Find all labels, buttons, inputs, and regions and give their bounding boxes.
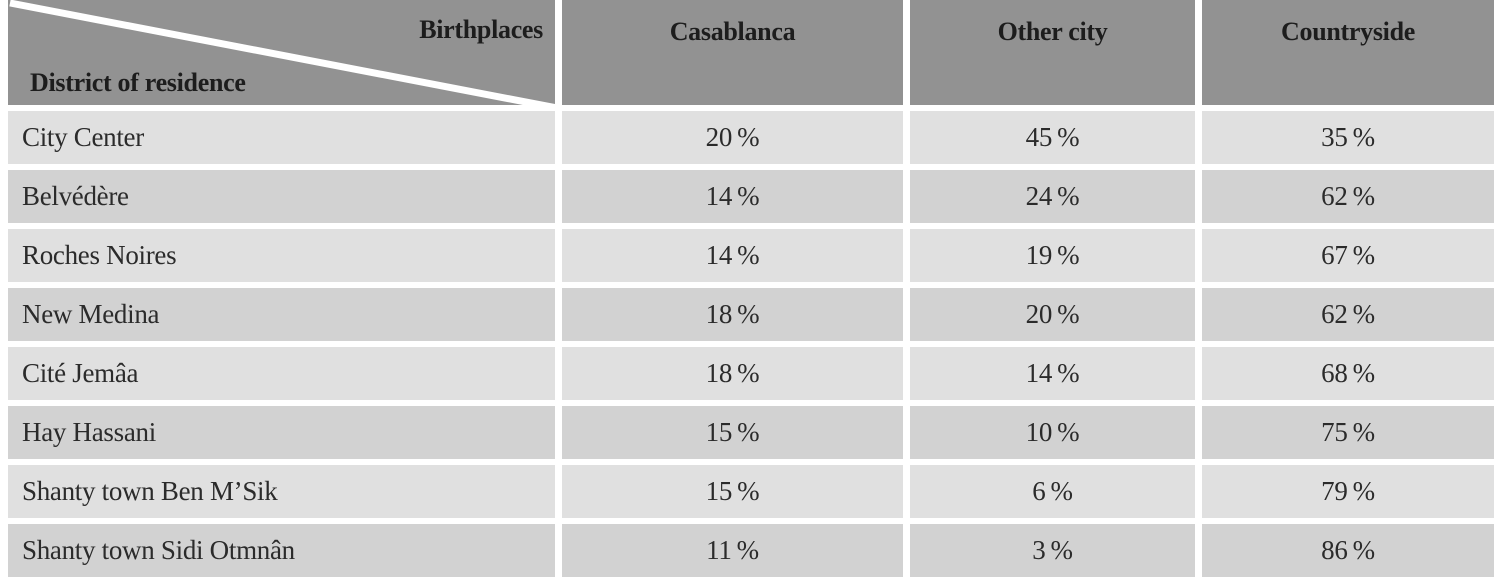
- value-cell-other-city: 14 %: [910, 347, 1195, 400]
- value-cell-countryside: 62 %: [1202, 170, 1494, 223]
- value-cell-casablanca: 20 %: [562, 111, 903, 164]
- value-cell-casablanca: 11 %: [562, 524, 903, 577]
- column-header-label: Countryside: [1281, 17, 1415, 46]
- diagonal-divider-line: [8, 0, 555, 105]
- value-cell-countryside: 62 %: [1202, 288, 1494, 341]
- district-cell: Shanty town Ben M’Sik: [8, 465, 555, 518]
- value-cell-other-city: 6 %: [910, 465, 1195, 518]
- value-cell-other-city: 19 %: [910, 229, 1195, 282]
- district-cell: Hay Hassani: [8, 406, 555, 459]
- column-header-countryside: Countryside: [1202, 0, 1494, 105]
- value-cell-countryside: 86 %: [1202, 524, 1494, 577]
- district-cell: City Center: [8, 111, 555, 164]
- corner-label-birthplaces: Birthplaces: [419, 15, 543, 44]
- value-cell-casablanca: 14 %: [562, 170, 903, 223]
- value-cell-countryside: 75 %: [1202, 406, 1494, 459]
- value-cell-other-city: 20 %: [910, 288, 1195, 341]
- value-cell-casablanca: 18 %: [562, 347, 903, 400]
- value-cell-casablanca: 15 %: [562, 406, 903, 459]
- corner-header-cell: Birthplaces District of residence: [8, 0, 555, 105]
- value-cell-casablanca: 15 %: [562, 465, 903, 518]
- value-cell-countryside: 67 %: [1202, 229, 1494, 282]
- value-cell-other-city: 24 %: [910, 170, 1195, 223]
- district-cell: New Medina: [8, 288, 555, 341]
- column-header-other-city: Other city: [910, 0, 1195, 105]
- column-header-casablanca: Casablanca: [562, 0, 903, 105]
- value-cell-countryside: 79 %: [1202, 465, 1494, 518]
- value-cell-countryside: 68 %: [1202, 347, 1494, 400]
- district-cell: Shanty town Sidi Otmnân: [8, 524, 555, 577]
- district-cell: Belvédère: [8, 170, 555, 223]
- column-header-label: Casablanca: [669, 17, 796, 46]
- district-cell: Cité Jemâa: [8, 347, 555, 400]
- district-cell: Roches Noires: [8, 229, 555, 282]
- corner-label-district-of-residence: District of residence: [30, 68, 246, 97]
- value-cell-countryside: 35 %: [1202, 111, 1494, 164]
- column-header-label: Other city: [997, 17, 1108, 46]
- value-cell-casablanca: 14 %: [562, 229, 903, 282]
- value-cell-other-city: 45 %: [910, 111, 1195, 164]
- value-cell-other-city: 10 %: [910, 406, 1195, 459]
- value-cell-casablanca: 18 %: [562, 288, 903, 341]
- value-cell-other-city: 3 %: [910, 524, 1195, 577]
